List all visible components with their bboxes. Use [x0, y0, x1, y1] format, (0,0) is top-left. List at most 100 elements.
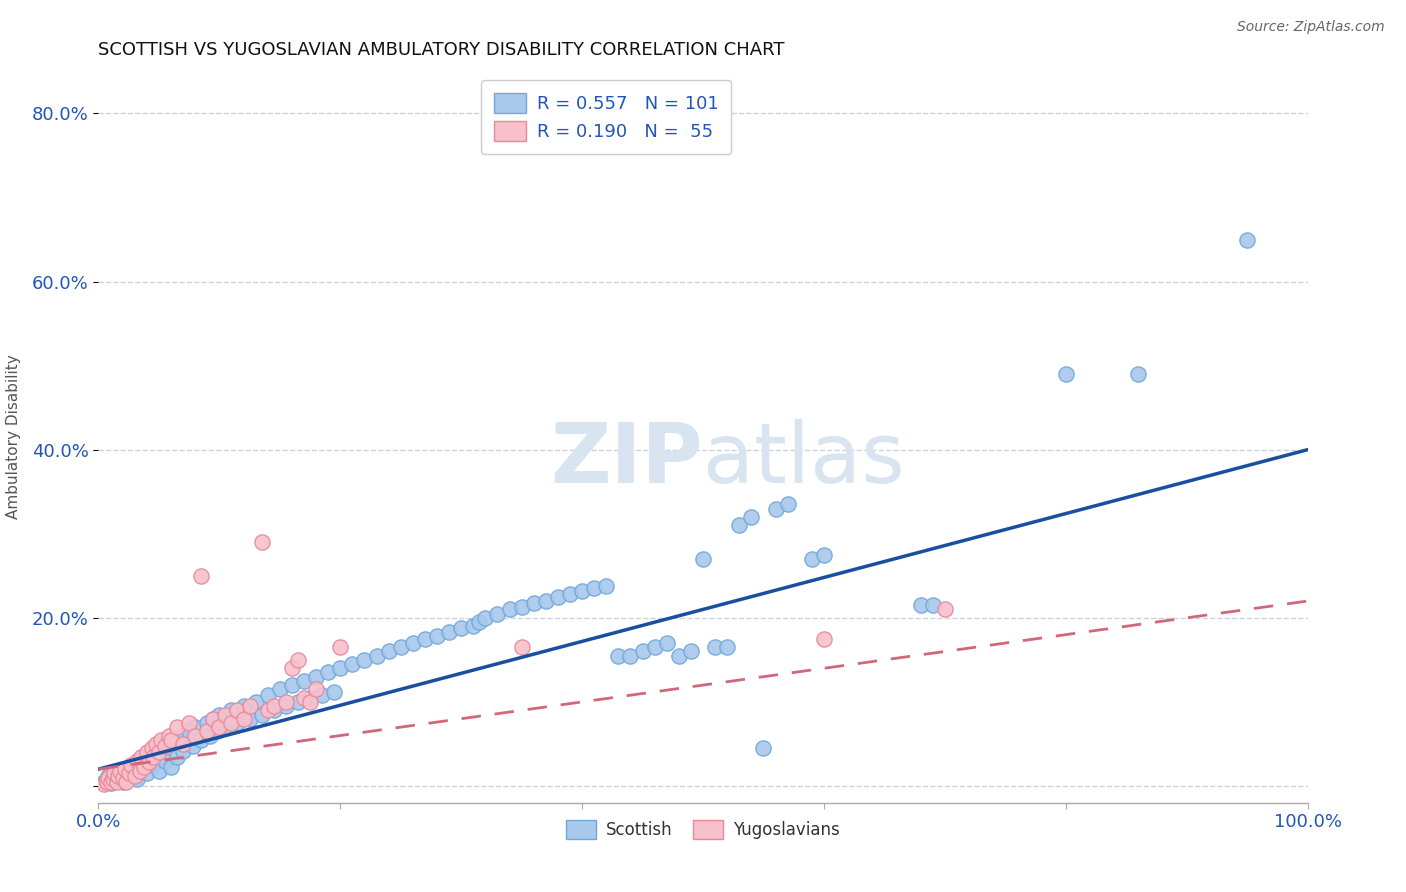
Point	[105, 774, 128, 789]
Point	[274, 699, 297, 714]
Point	[138, 756, 160, 770]
Point	[115, 774, 138, 789]
Point	[523, 596, 546, 610]
Point	[921, 599, 943, 613]
Point	[274, 695, 297, 709]
Point	[558, 587, 581, 601]
Point	[205, 724, 228, 739]
Text: ZIP: ZIP	[551, 418, 703, 500]
Point	[679, 644, 702, 658]
Point	[463, 619, 485, 633]
Point	[692, 552, 714, 566]
Point	[269, 682, 291, 697]
Point	[510, 599, 533, 614]
Point	[118, 766, 141, 780]
Point	[135, 745, 157, 759]
Point	[402, 636, 425, 650]
Point	[107, 769, 129, 783]
Point	[208, 720, 231, 734]
Point	[740, 510, 762, 524]
Text: Source: ZipAtlas.com: Source: ZipAtlas.com	[1237, 20, 1385, 34]
Text: SCOTTISH VS YUGOSLAVIAN AMBULATORY DISABILITY CORRELATION CHART: SCOTTISH VS YUGOSLAVIAN AMBULATORY DISAB…	[98, 41, 785, 59]
Point	[311, 688, 333, 702]
Point	[571, 583, 593, 598]
Point	[305, 670, 328, 684]
Point	[281, 678, 304, 692]
Point	[329, 661, 352, 675]
Point	[162, 732, 184, 747]
Point	[145, 745, 167, 759]
Point	[114, 764, 136, 778]
Point	[97, 769, 120, 783]
Point	[202, 712, 225, 726]
Point	[813, 632, 835, 646]
Point	[226, 703, 249, 717]
Point	[202, 712, 225, 726]
Point	[752, 741, 775, 756]
Point	[619, 648, 641, 663]
Point	[105, 771, 128, 785]
Point	[292, 673, 315, 688]
Point	[342, 657, 364, 671]
Point	[172, 737, 194, 751]
Point	[316, 665, 339, 680]
Point	[169, 729, 191, 743]
Point	[765, 501, 787, 516]
Point	[124, 758, 146, 772]
Point	[108, 766, 131, 780]
Point	[100, 774, 122, 789]
Point	[607, 648, 630, 663]
Point	[323, 685, 346, 699]
Point	[111, 771, 134, 785]
Point	[221, 703, 243, 717]
Point	[150, 741, 173, 756]
Point	[534, 594, 557, 608]
Point	[450, 621, 472, 635]
Point	[437, 625, 460, 640]
Point	[153, 754, 176, 768]
Point	[111, 774, 134, 789]
Point	[134, 760, 156, 774]
Point	[287, 695, 309, 709]
Point	[583, 582, 606, 596]
Point	[129, 749, 152, 764]
Point	[1236, 233, 1258, 247]
Point	[776, 497, 799, 511]
Text: atlas: atlas	[703, 418, 904, 500]
Point	[190, 732, 212, 747]
Point	[910, 599, 932, 613]
Point	[413, 632, 436, 646]
Point	[800, 552, 823, 566]
Point	[214, 720, 236, 734]
Point	[172, 744, 194, 758]
Point	[184, 720, 207, 734]
Point	[103, 766, 125, 780]
Point	[232, 699, 254, 714]
Point	[141, 741, 163, 756]
Point	[135, 766, 157, 780]
Point	[292, 690, 315, 705]
Point	[934, 602, 956, 616]
Point	[366, 648, 388, 663]
Point	[426, 629, 449, 643]
Point	[655, 636, 678, 650]
Point	[195, 724, 218, 739]
Point	[93, 774, 115, 789]
Point	[96, 774, 118, 789]
Point	[547, 590, 569, 604]
Point	[157, 737, 180, 751]
Point	[118, 762, 141, 776]
Point	[245, 695, 267, 709]
Legend: Scottish, Yugoslavians: Scottish, Yugoslavians	[560, 814, 846, 846]
Point	[668, 648, 690, 663]
Point	[329, 640, 352, 655]
Point	[101, 772, 124, 787]
Point	[138, 749, 160, 764]
Point	[121, 769, 143, 783]
Point	[474, 611, 496, 625]
Point	[190, 569, 212, 583]
Point	[813, 548, 835, 562]
Point	[287, 653, 309, 667]
Point	[160, 760, 183, 774]
Point	[166, 720, 188, 734]
